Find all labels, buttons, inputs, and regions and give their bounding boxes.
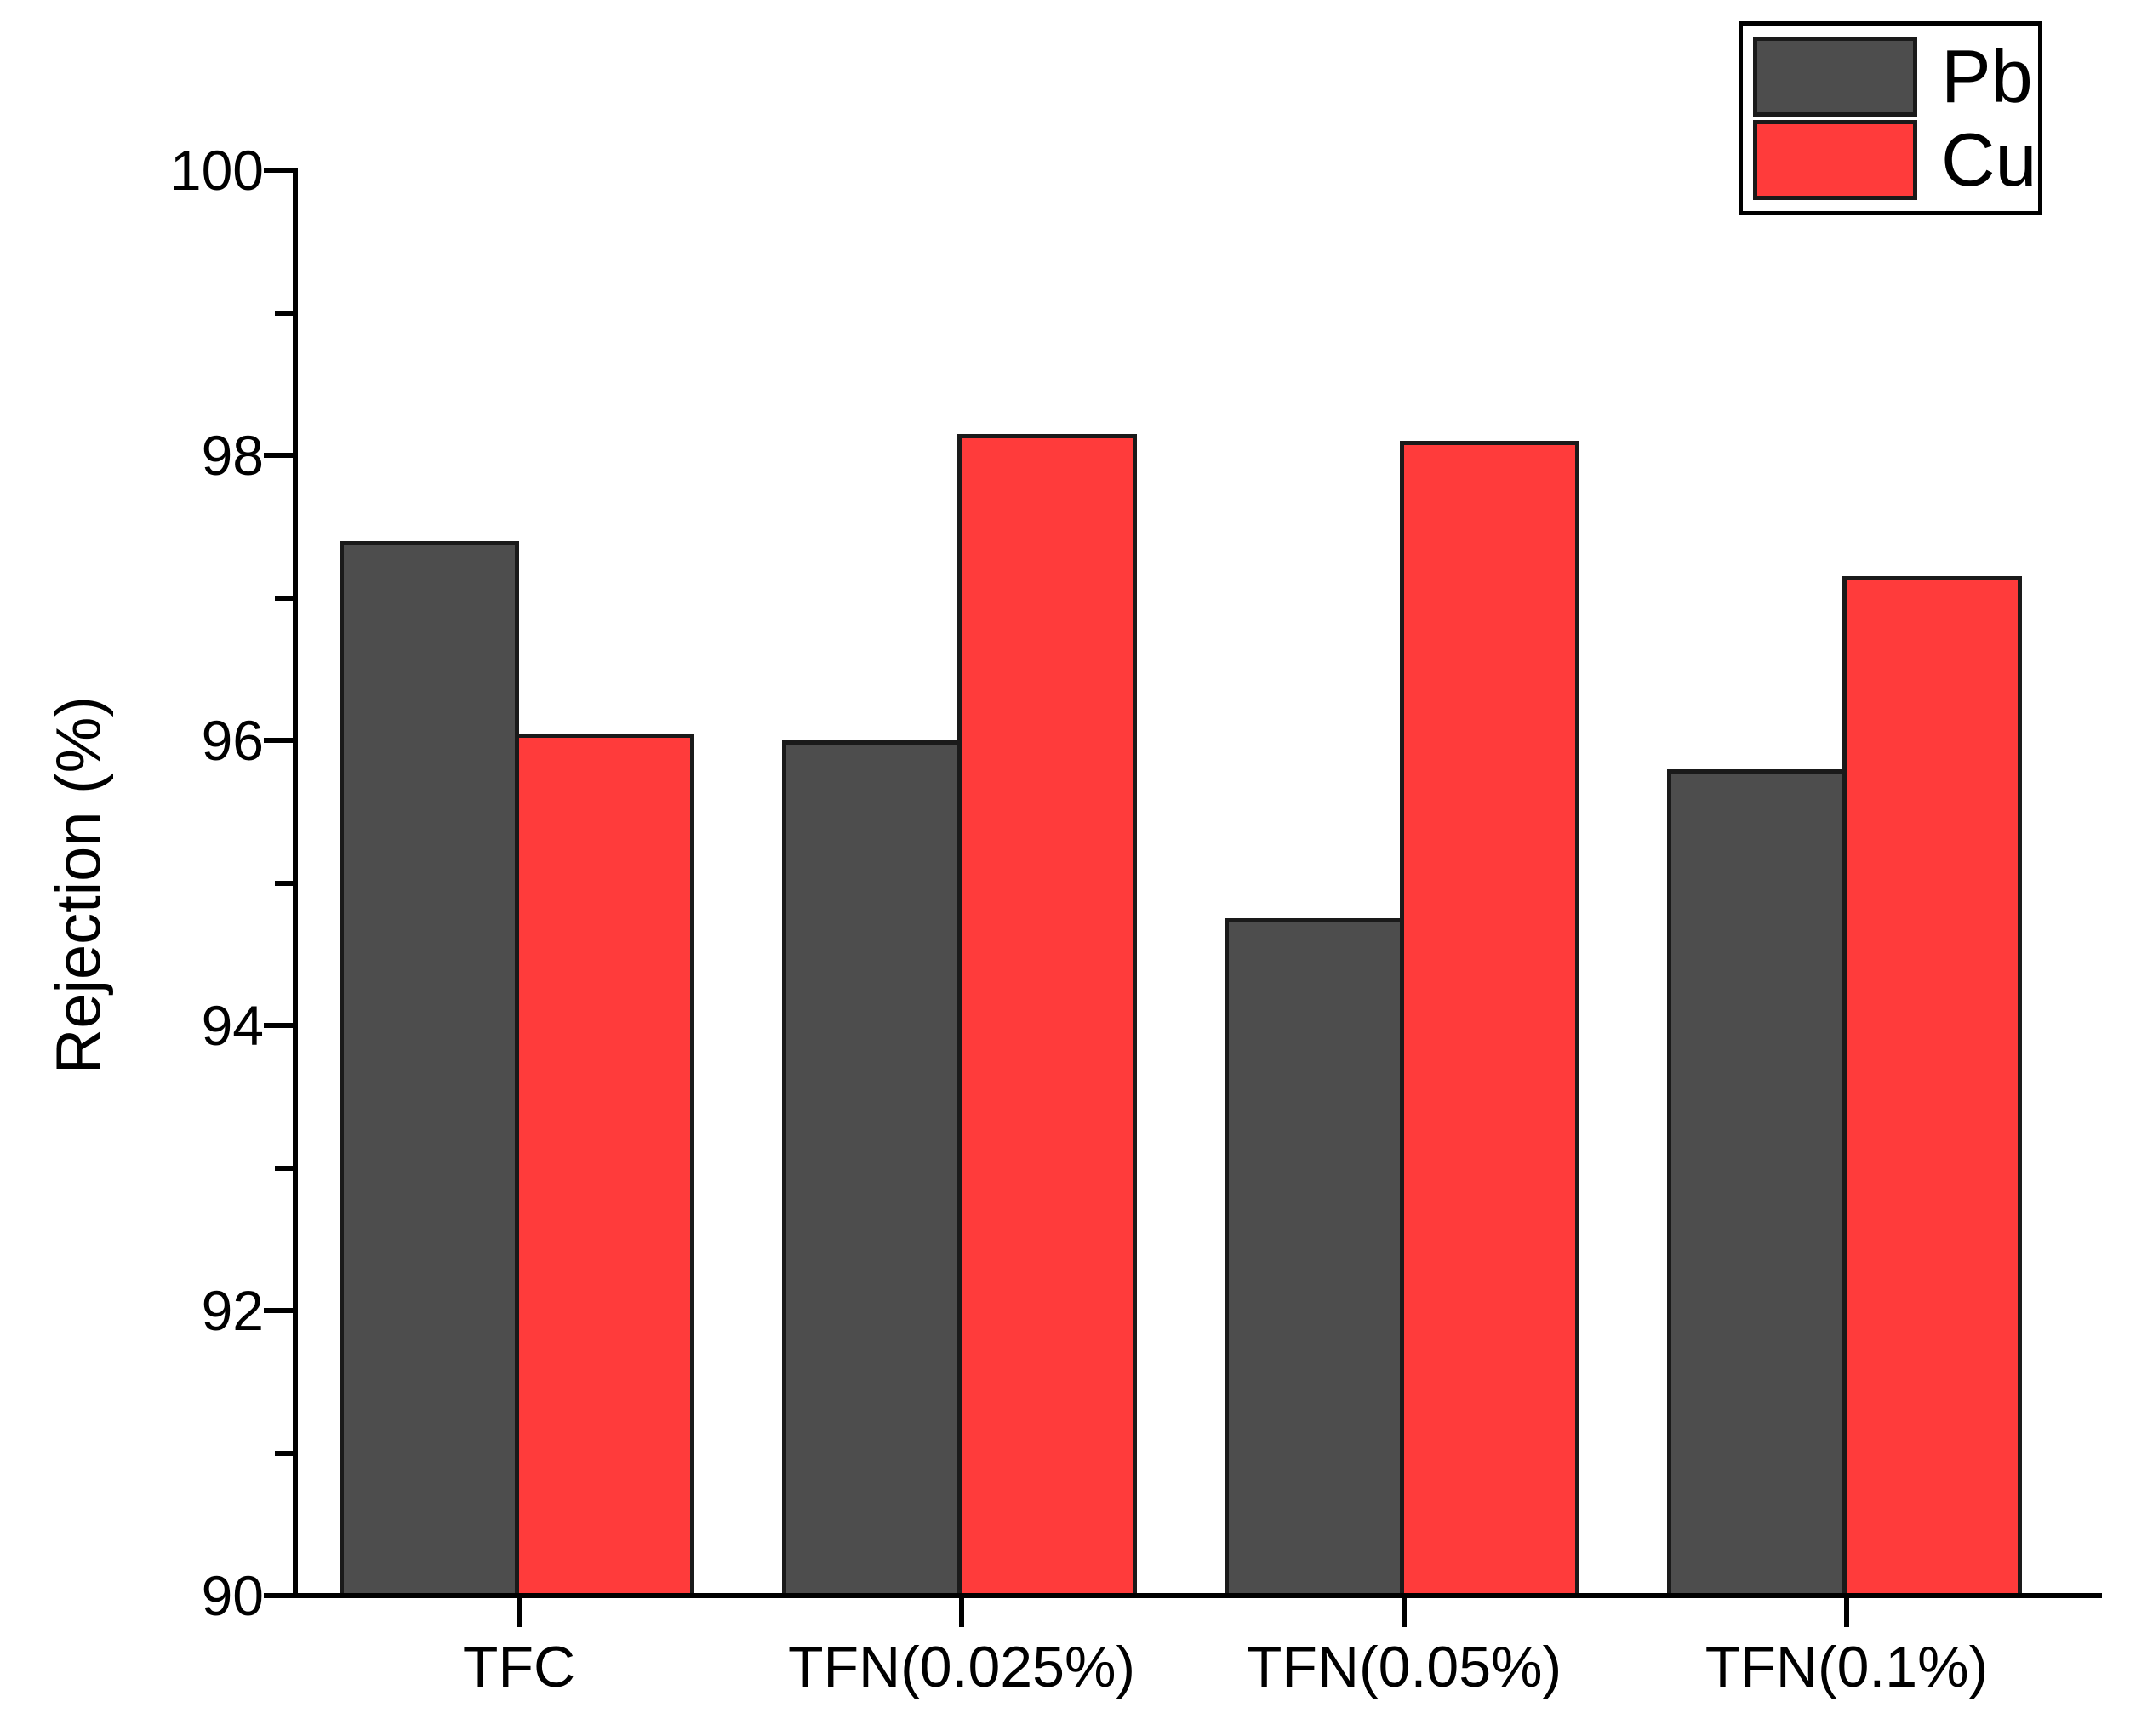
y-tick-label: 92 — [201, 1279, 264, 1342]
y-minor-tick — [275, 595, 293, 601]
y-major-tick — [264, 168, 293, 173]
legend-item-cu: Cu — [1753, 120, 2037, 200]
x-tick-label: TFN(0.1%) — [1705, 1635, 1989, 1699]
y-major-tick — [264, 1023, 293, 1028]
y-axis-line — [293, 168, 298, 1598]
bar-pb-4 — [1667, 768, 1847, 1598]
bar-cu-2 — [957, 433, 1137, 1598]
y-tick-label: 90 — [201, 1564, 264, 1627]
bar-cu-1 — [515, 733, 694, 1598]
legend-label-cu: Cu — [1941, 117, 2037, 202]
y-major-tick — [264, 738, 293, 743]
legend: Pb Cu — [1739, 21, 2042, 215]
x-tick — [1402, 1598, 1407, 1627]
x-tick-label: TFC — [462, 1635, 576, 1699]
legend-swatch-pb-icon — [1753, 37, 1917, 117]
y-minor-tick — [275, 880, 293, 886]
y-tick-label: 98 — [201, 424, 264, 487]
legend-label-pb: Pb — [1941, 34, 2033, 118]
legend-item-pb: Pb — [1753, 37, 2033, 117]
y-minor-tick — [275, 1450, 293, 1456]
bar-cu-4 — [1842, 576, 2022, 1598]
y-tick-label: 94 — [201, 994, 264, 1057]
y-tick-label: 96 — [201, 709, 264, 772]
x-tick-label: TFN(0.025%) — [787, 1635, 1136, 1699]
y-major-tick — [264, 1593, 293, 1598]
bar-pb-1 — [340, 540, 519, 1598]
y-axis-title: Rejection (%) — [43, 695, 114, 1075]
y-major-tick — [264, 453, 293, 458]
x-axis-line — [293, 1593, 2102, 1598]
bar-cu-3 — [1400, 441, 1579, 1598]
bar-pb-3 — [1225, 918, 1404, 1598]
y-major-tick — [264, 1308, 293, 1313]
y-minor-tick — [275, 1165, 293, 1171]
x-tick — [1844, 1598, 1849, 1627]
bar-pb-2 — [782, 740, 962, 1598]
x-tick — [517, 1598, 522, 1627]
y-tick-label: 100 — [169, 139, 264, 202]
legend-swatch-cu-icon — [1753, 120, 1917, 200]
x-tick — [959, 1598, 964, 1627]
x-tick-label: TFN(0.05%) — [1246, 1635, 1562, 1699]
y-minor-tick — [275, 310, 293, 316]
